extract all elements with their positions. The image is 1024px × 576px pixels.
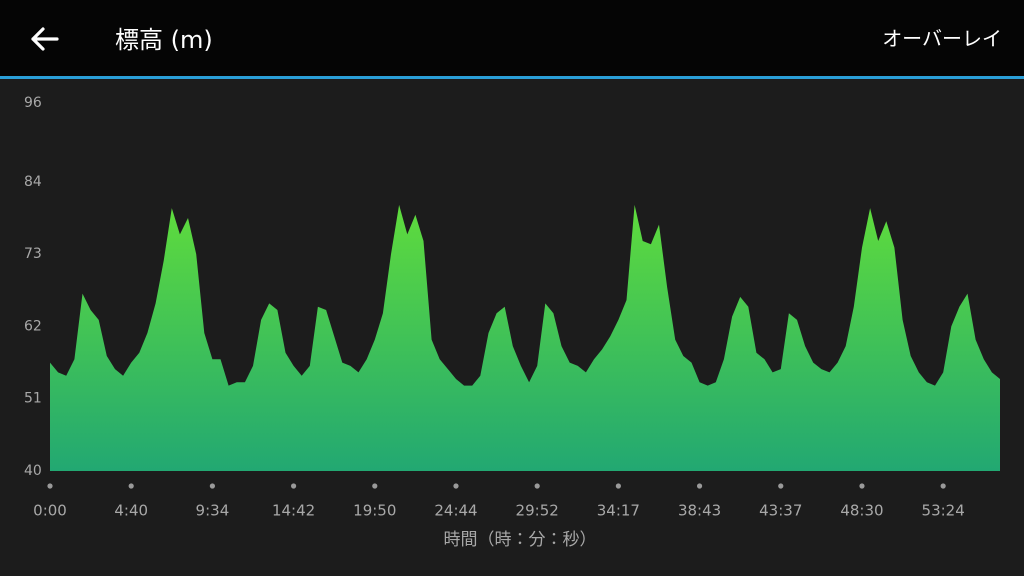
x-tick-label: 9:34 bbox=[196, 502, 230, 520]
x-tick-label: 4:40 bbox=[114, 502, 148, 520]
x-tick-label: 53:24 bbox=[922, 502, 965, 520]
x-tick-dot bbox=[47, 483, 53, 489]
plot: 40 51 62 73 84 96 0:00 4:40 9:34 14:42 19:50 24:44 2… bbox=[24, 95, 1000, 520]
x-tick-label: 24:44 bbox=[434, 502, 477, 520]
back-arrow[interactable] bbox=[31, 27, 59, 51]
x-tick-label: 34:17 bbox=[597, 502, 640, 520]
y-tick-label: 51 bbox=[24, 391, 42, 407]
x-tick-dot bbox=[615, 483, 621, 489]
x-tick-dot bbox=[209, 483, 215, 489]
toolbar-accent bbox=[0, 76, 1024, 79]
back-button[interactable] bbox=[20, 18, 70, 60]
x-tick-label: 38:43 bbox=[678, 502, 721, 520]
x-tick-dot bbox=[453, 483, 459, 489]
x-tick-label: 43:37 bbox=[759, 502, 802, 520]
y-tick-label: 40 bbox=[24, 463, 42, 479]
x-tick-dot bbox=[940, 483, 946, 489]
y-tick-label: 62 bbox=[24, 318, 42, 334]
x-tick-dot bbox=[778, 483, 784, 489]
elevation-area bbox=[50, 204, 1000, 471]
y-tick-label: 73 bbox=[24, 246, 42, 262]
toolbar bbox=[0, 0, 1024, 76]
x-tick-dot bbox=[534, 483, 540, 489]
x-tick-dot bbox=[696, 483, 703, 489]
x-tick-label: 19:50 bbox=[353, 502, 396, 520]
x-tick-label: 14:42 bbox=[272, 502, 315, 520]
x-tick-label: 29:52 bbox=[516, 502, 559, 520]
y-tick-label: 84 bbox=[24, 174, 42, 190]
x-tick-dot bbox=[859, 483, 865, 489]
x-axis-label: 時間（時：分：秒） bbox=[444, 530, 597, 550]
x-tick-dot bbox=[372, 483, 378, 489]
x-tick-label: 0:00 bbox=[33, 502, 67, 520]
x-tick-dot bbox=[290, 483, 297, 489]
overlay-button[interactable]: オーバーレイ bbox=[882, 27, 1002, 51]
x-tick-dot bbox=[128, 483, 134, 489]
x-tick-label: 48:30 bbox=[840, 502, 883, 520]
y-tick-label: 96 bbox=[24, 95, 42, 111]
page-title: 標高 (m) bbox=[115, 26, 213, 54]
